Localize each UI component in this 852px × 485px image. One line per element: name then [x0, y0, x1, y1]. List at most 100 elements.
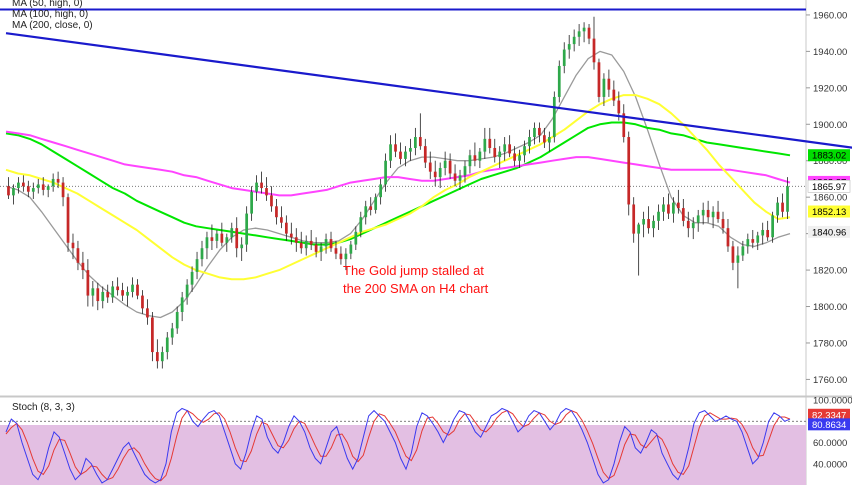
candle — [508, 135, 512, 158]
candle — [270, 186, 273, 212]
price-tick-label: 1880.00 — [813, 156, 847, 167]
candle — [766, 220, 770, 241]
candle — [180, 291, 184, 322]
candle — [334, 240, 338, 260]
candle — [116, 277, 120, 296]
ma100-line — [5, 121, 791, 246]
svg-text:1865.97: 1865.97 — [812, 182, 846, 193]
candle — [652, 215, 655, 238]
candle — [552, 91, 556, 143]
stoch-d-value: 80.8634 — [808, 418, 850, 431]
candle — [543, 127, 546, 148]
svg-text:80.8634: 80.8634 — [812, 420, 846, 431]
candle — [667, 193, 670, 220]
candle — [215, 229, 219, 249]
candle — [736, 246, 740, 289]
candle — [458, 169, 462, 190]
candle — [235, 217, 239, 258]
candle — [528, 129, 531, 154]
candle — [66, 193, 70, 252]
candle — [662, 197, 665, 221]
candle — [379, 178, 382, 205]
candle — [31, 182, 35, 199]
candle — [572, 29, 576, 52]
ma-gray-line — [5, 50, 791, 319]
candle — [686, 211, 690, 238]
candle — [557, 60, 561, 103]
candle — [582, 22, 586, 43]
candle — [61, 177, 65, 207]
price-tick-label: 1940.00 — [813, 47, 847, 58]
candle — [404, 146, 407, 167]
candle — [230, 222, 234, 243]
candle — [523, 140, 526, 163]
candle — [91, 281, 95, 307]
candle — [344, 248, 348, 271]
candle — [453, 164, 457, 187]
candle — [51, 173, 55, 192]
candle — [81, 251, 85, 280]
candle — [577, 24, 581, 46]
legend-ma200: MA (200, close, 0) — [12, 20, 93, 31]
candle — [170, 322, 174, 345]
candle — [225, 233, 229, 252]
price-label: 1883.02 — [808, 149, 850, 162]
candle — [726, 219, 730, 252]
candle — [498, 146, 502, 169]
candle — [597, 58, 601, 103]
annotation-line-2: the 200 SMA on H4 chart — [343, 281, 489, 296]
candle — [7, 177, 10, 199]
stoch-tick-label: 100.0000 — [813, 396, 852, 407]
candle — [349, 240, 353, 260]
candle — [632, 197, 636, 243]
candle — [771, 211, 774, 243]
candle — [587, 24, 591, 45]
candle — [562, 42, 566, 74]
candle — [280, 206, 283, 229]
candle — [131, 277, 134, 298]
stoch-tick-label: 60.0000 — [813, 438, 847, 449]
price-tick-label: 1960.00 — [813, 10, 847, 21]
candle — [547, 131, 551, 152]
candle — [111, 281, 115, 303]
candle — [399, 142, 402, 165]
candle — [463, 160, 467, 183]
price-label: 1840.96 — [808, 225, 850, 238]
candle — [121, 282, 124, 302]
price-tick-label: 1920.00 — [813, 83, 847, 94]
candle — [567, 34, 571, 59]
candle — [468, 149, 472, 174]
candle — [46, 184, 50, 198]
price-tick-label: 1860.00 — [813, 193, 847, 204]
svg-text:1852.13: 1852.13 — [812, 207, 846, 218]
candle — [776, 197, 779, 223]
candle — [438, 162, 442, 189]
stoch-band — [0, 425, 806, 485]
candle — [96, 282, 100, 311]
candle — [443, 151, 447, 176]
candle — [756, 231, 760, 251]
candle — [155, 339, 159, 369]
candle — [314, 237, 318, 258]
candle — [612, 80, 616, 107]
candle — [200, 240, 204, 267]
candle — [359, 211, 363, 238]
candle — [86, 259, 90, 307]
candle — [240, 237, 244, 261]
candle — [324, 233, 328, 254]
svg-text:82.3347: 82.3347 — [812, 410, 846, 421]
candle — [165, 332, 169, 360]
candle — [294, 228, 298, 252]
candle — [304, 235, 308, 256]
candle — [319, 242, 323, 261]
candle — [786, 177, 789, 220]
ma200-line — [5, 130, 791, 197]
candle — [513, 146, 516, 167]
candle — [478, 147, 482, 169]
price-tick-label: 1780.00 — [813, 338, 847, 349]
candle — [195, 251, 199, 280]
candle — [418, 113, 422, 150]
price-tick-label: 1760.00 — [813, 375, 847, 386]
candle — [607, 69, 611, 97]
